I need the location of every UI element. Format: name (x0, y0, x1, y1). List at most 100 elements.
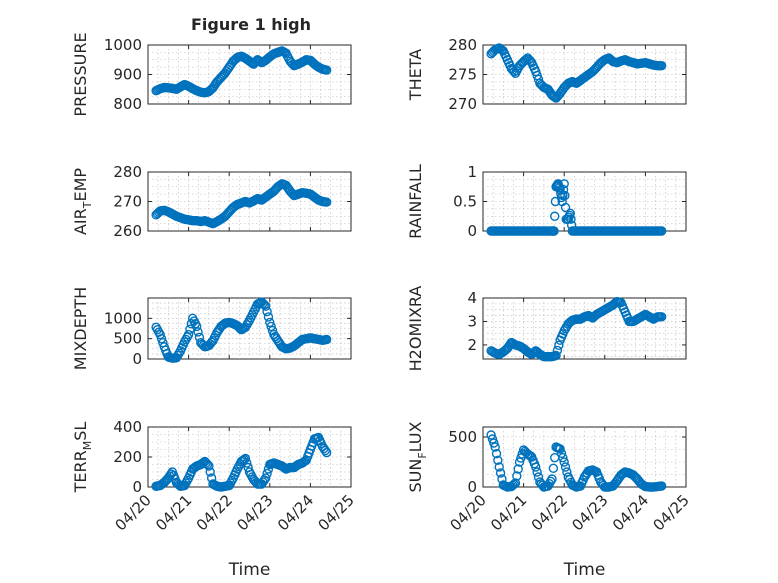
data-point (566, 214, 576, 224)
data-point (205, 467, 215, 477)
y-tick-label: 280 (113, 163, 142, 181)
data-point (532, 467, 542, 477)
data-point (550, 211, 560, 221)
y-tick-label: 0 (467, 222, 477, 240)
y-tick-label: 260 (113, 222, 142, 240)
data-point (560, 202, 571, 213)
y-axis-label-main: SUN (406, 459, 425, 493)
series-sun_flux (486, 430, 667, 492)
y-axis-label-main: THETA (406, 49, 425, 101)
y-axis-label: AIRTEMP (71, 168, 94, 235)
data-point (495, 468, 506, 478)
y-tick-label: 0 (467, 478, 477, 496)
data-point (548, 463, 559, 474)
y-axis-label-subscript: M (81, 441, 94, 451)
data-point (242, 458, 252, 468)
y-axis-label-main: PRESSURE (71, 32, 90, 116)
data-point (266, 321, 276, 332)
y-axis-label: MIXDEPTH (71, 287, 90, 370)
data-point (512, 471, 522, 481)
data-point (156, 333, 167, 344)
y-axis-label-main: AIR (71, 208, 90, 235)
data-point (513, 464, 523, 474)
data-point (551, 350, 561, 361)
data-point (263, 312, 274, 322)
y-tick-label: 275 (448, 66, 477, 84)
data-point (556, 448, 567, 459)
data-point (186, 319, 197, 329)
data-point (559, 457, 569, 467)
y-axis-label: SUNFLUX (406, 421, 429, 492)
y-tick-label: 270 (113, 193, 142, 211)
data-point (321, 197, 332, 207)
data-point (183, 329, 194, 340)
data-point (321, 334, 332, 345)
data-point (656, 481, 667, 491)
y-tick-label: 800 (113, 95, 142, 113)
data-point (560, 190, 570, 201)
y-tick-label: 270 (448, 95, 477, 113)
subplot-h2omixra: 2 3 4 H2OMIXRA (406, 286, 687, 372)
y-axis-label: H2OMIXRA (406, 286, 425, 372)
data-point (321, 65, 332, 75)
data-point (656, 312, 667, 322)
data-point (489, 438, 499, 448)
subplot-air_temp: 260 270 280 AIRTEMP (71, 163, 352, 240)
y-axis-label: THETA (406, 49, 425, 101)
y-tick-label: 0 (132, 350, 142, 368)
data-point (560, 462, 571, 472)
data-point (493, 455, 503, 466)
data-point (554, 340, 564, 351)
x-axis-label: Time (563, 560, 606, 580)
data-point (514, 457, 525, 467)
y-tick-label: 280 (448, 36, 477, 54)
data-point (192, 321, 202, 332)
data-point (240, 453, 251, 464)
y-axis-label-main: RAINFALL (406, 164, 425, 239)
data-point (267, 325, 278, 336)
subplot-mixdepth: 0 500 1000 MIXDEPTH (71, 287, 352, 370)
y-axis-label: RAINFALL (406, 164, 425, 239)
data-point (193, 327, 203, 337)
series-pressure (151, 46, 332, 98)
y-tick-label: 500 (448, 428, 477, 446)
y-tick-label: 1000 (104, 309, 142, 327)
y-axis-label-subscript: T (81, 201, 94, 209)
y-tick-label: 1 (467, 163, 477, 181)
data-point (261, 301, 271, 311)
data-point (201, 458, 211, 468)
grid-sun_flux (483, 427, 686, 487)
data-point (510, 478, 521, 488)
y-tick-label: 0 (132, 478, 142, 496)
y-tick-label: 4 (467, 289, 477, 307)
subplot-theta: 270 275 280 THETA (406, 36, 687, 113)
y-tick-label: 500 (113, 330, 142, 348)
data-point (262, 306, 272, 317)
data-point (559, 179, 569, 189)
data-point (531, 462, 541, 472)
data-point (262, 468, 272, 479)
data-point (656, 60, 667, 71)
data-point (555, 444, 565, 454)
subplot-pressure: 800 900 1000 PRESSURE (71, 32, 352, 117)
y-axis-label-tail: LUX (406, 421, 425, 452)
y-axis-label-main: MIXDEPTH (71, 287, 90, 370)
data-point (558, 452, 568, 463)
data-point (552, 345, 563, 356)
y-tick-label: 900 (113, 66, 142, 84)
data-point (261, 473, 271, 483)
series-rainfall (486, 179, 667, 236)
data-point (525, 56, 536, 66)
data-point (533, 74, 544, 85)
data-point (491, 448, 502, 459)
series-air_temp (151, 179, 332, 229)
y-tick-label: 3 (467, 312, 477, 330)
data-point (656, 226, 667, 236)
data-point (486, 430, 496, 440)
subplot-rainfall: 0 0.5 1 RAINFALL (406, 163, 687, 240)
data-point (487, 434, 498, 444)
series-h2omixra (486, 296, 667, 362)
y-axis-label-tail: SL (71, 422, 90, 441)
y-tick-label: 400 (113, 418, 142, 436)
